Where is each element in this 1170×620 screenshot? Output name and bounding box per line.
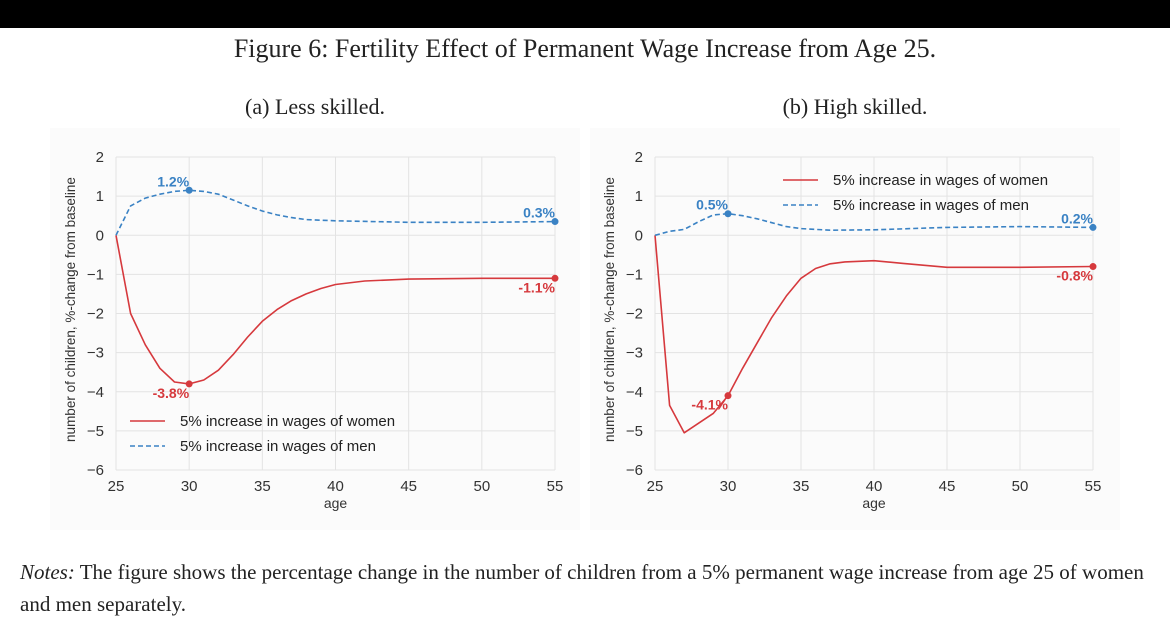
legend: 5% increase in wages of women 5% increase… (130, 413, 395, 455)
y-tick-label: −2 (87, 306, 104, 323)
y-tick-label: −6 (87, 462, 104, 479)
annotation-label: 0.3% (523, 205, 555, 221)
grid (115, 156, 556, 471)
y-tick-label: 2 (635, 149, 643, 166)
annotation-marker (185, 380, 193, 388)
x-tick-label: 30 (720, 478, 737, 495)
x-tick-label: 25 (108, 478, 125, 495)
y-axis-label: number of children, %-change from baseli… (63, 177, 78, 442)
x-tick-label: 45 (400, 478, 417, 495)
series-line-men (115, 189, 556, 236)
top-bar (0, 0, 1170, 28)
annotation-label: -4.1% (691, 397, 728, 413)
y-tick-label: 0 (635, 227, 643, 244)
x-tick-label: 40 (866, 478, 883, 495)
x-tick-label: 30 (181, 478, 198, 495)
annotation-marker (551, 274, 559, 282)
legend-label: 5% increase in wages of men (833, 197, 1029, 214)
notes-label: Notes: (20, 560, 75, 584)
annotation-label: 1.2% (157, 173, 189, 189)
legend-label: 5% increase in wages of men (180, 438, 376, 455)
legend-label: 5% increase in wages of women (180, 413, 395, 430)
y-tick-label: −2 (626, 306, 643, 323)
y-axis-label: number of children, %-change from baseli… (602, 177, 617, 442)
y-tick-label: −1 (87, 266, 104, 283)
annotation-label: -3.8% (153, 385, 190, 401)
x-tick-label: 55 (547, 478, 564, 495)
panel-background (590, 128, 1120, 530)
chart-less-skilled: 25 30 35 40 45 50 55 2 1 0 −1 −2 −3 −4 −5 −6 age number o… (50, 128, 580, 530)
annotation-label: 0.2% (1061, 210, 1093, 226)
y-tick-label: −5 (87, 423, 104, 440)
annotation-label: -1.1% (518, 279, 555, 295)
x-axis-label: age (862, 495, 886, 511)
subtitle-a: (a) Less skilled. (245, 94, 385, 119)
y-tick-label: −4 (626, 384, 643, 401)
y-tick-label: −1 (626, 266, 643, 283)
x-tick-label: 40 (327, 478, 344, 495)
y-tick-label: 0 (96, 227, 104, 244)
annotation-marker (1089, 223, 1097, 231)
x-tick-label: 50 (1012, 478, 1029, 495)
grid (654, 156, 1094, 471)
x-tick-label: 55 (1085, 478, 1102, 495)
chart-high-skilled: 25 30 35 40 45 50 55 2 1 0 −1 −2 −3 −4 −5 −6 age number o… (590, 128, 1120, 530)
series-line-women (654, 235, 1094, 434)
y-tick-label: −4 (87, 384, 104, 401)
x-tick-label: 35 (793, 478, 810, 495)
annotation-marker (724, 392, 732, 400)
annotation-label: 0.5% (696, 197, 728, 213)
figure-notes: Notes: The figure shows the percentage c… (20, 556, 1150, 620)
series-line-women (115, 235, 555, 385)
annotation-marker (724, 210, 732, 218)
series-line-men (654, 212, 1094, 237)
x-axis-label: age (324, 495, 348, 511)
x-tick-label: 45 (939, 478, 956, 495)
legend: 5% increase in wages of women 5% increase… (783, 172, 1048, 214)
annotation-marker (185, 186, 193, 194)
annotation-label: -0.8% (1056, 268, 1093, 284)
y-tick-label: −5 (626, 423, 643, 440)
y-tick-label: −3 (87, 345, 104, 362)
y-tick-label: 1 (96, 188, 104, 205)
y-tick-label: 1 (635, 188, 643, 205)
x-tick-label: 35 (254, 478, 271, 495)
annotation-marker (1089, 263, 1097, 271)
legend-label: 5% increase in wages of women (833, 172, 1048, 189)
annotation-marker (551, 218, 559, 226)
y-tick-label: −3 (626, 345, 643, 362)
y-tick-label: −6 (626, 462, 643, 479)
x-tick-label: 25 (647, 478, 664, 495)
y-tick-label: 2 (96, 149, 104, 166)
figure-title: Figure 6: Fertility Effect of Permanent … (233, 34, 937, 63)
notes-text: The figure shows the percentage change i… (20, 560, 1144, 616)
subtitle-b: (b) High skilled. (782, 94, 928, 119)
x-tick-label: 50 (473, 478, 490, 495)
